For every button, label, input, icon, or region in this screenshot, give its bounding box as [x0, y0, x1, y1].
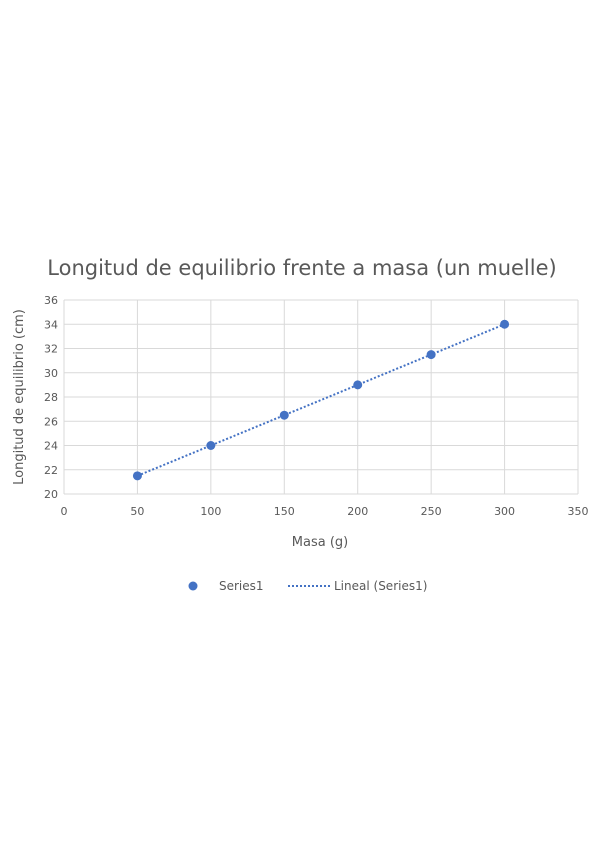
- y-tick-label: 26: [44, 415, 58, 428]
- legend-series1-marker: [188, 581, 198, 591]
- data-point: [206, 441, 216, 450]
- chart-title: Longitud de equilibrio frente a masa (un…: [47, 256, 556, 280]
- y-tick-label: 34: [44, 318, 58, 331]
- x-tick-label: 200: [347, 505, 368, 518]
- y-axis-label: Longitud de equilibrio (cm): [12, 309, 27, 485]
- x-tick-label: 250: [421, 505, 442, 518]
- x-tick-label: 0: [61, 505, 68, 518]
- data-point: [500, 319, 510, 329]
- y-tick-label: 20: [44, 488, 58, 501]
- legend-series1-label: Series1: [219, 579, 264, 593]
- x-tick-label: 50: [130, 505, 144, 518]
- x-axis-label: Masa (g): [292, 535, 348, 550]
- grid-layer: [63, 299, 579, 495]
- axis-layer: 20 22 24 26 28 30 32 34 36 0 50 100 150 200 250 300 350: [44, 294, 589, 518]
- trendline-layer: [137, 323, 505, 477]
- y-tick-label: 22: [44, 464, 58, 477]
- data-point: [426, 350, 436, 360]
- y-tick-label: 36: [44, 294, 58, 307]
- legend-trendline-label: Lineal (Series1): [334, 579, 427, 593]
- x-tick-label: 100: [200, 505, 221, 518]
- x-tick-label: 350: [568, 505, 589, 518]
- data-point: [132, 471, 142, 481]
- x-tick-label: 150: [274, 505, 295, 518]
- y-tick-label: 30: [44, 367, 58, 380]
- data-point: [353, 380, 363, 390]
- trendline: [137, 323, 505, 477]
- y-tick-label: 28: [44, 391, 58, 404]
- x-tick-label: 300: [494, 505, 515, 518]
- y-tick-label: 24: [44, 440, 58, 453]
- data-point: [279, 410, 289, 420]
- points-layer: [132, 319, 510, 481]
- y-tick-label: 32: [44, 343, 58, 356]
- legend: Series1 Lineal (Series1): [188, 579, 427, 593]
